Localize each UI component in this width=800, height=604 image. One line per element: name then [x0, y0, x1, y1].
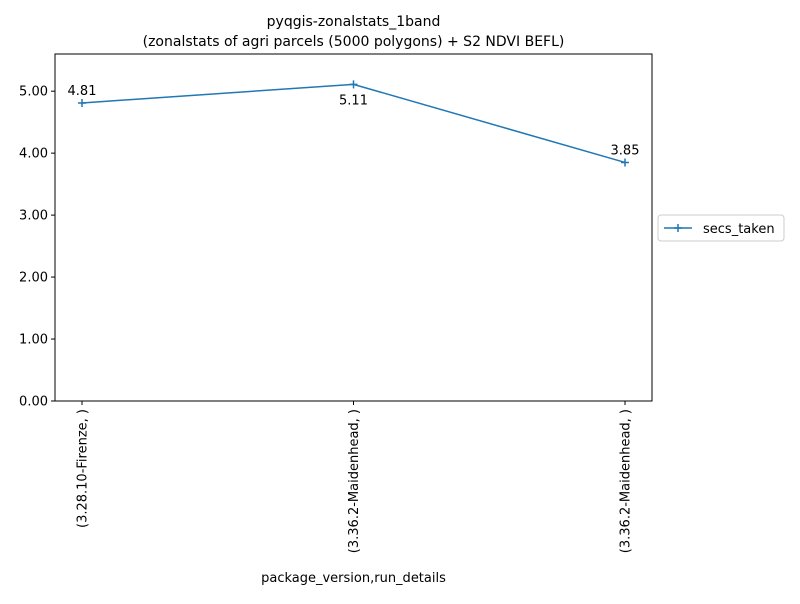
legend-box: [657, 214, 785, 242]
y-tick-label: 3.00: [19, 209, 48, 224]
x-tick-label: (3.28.10-Firenze, ): [76, 409, 91, 528]
data-label: 5.11: [339, 93, 368, 108]
y-tick-label: 0.00: [19, 395, 48, 410]
x-axis-label: package_version,run_details: [261, 571, 446, 586]
legend-label: secs_taken: [703, 222, 775, 237]
data-point-marker: [78, 98, 86, 107]
x-tick-label: (3.36.2-Maidenhead, ): [347, 409, 362, 553]
plot-frame: [54, 53, 653, 402]
data-label: 4.81: [68, 84, 97, 99]
y-tick-label: 2.00: [19, 271, 48, 286]
chart-title-line2: (zonalstats of agri parcels (5000 polygo…: [143, 34, 565, 50]
x-tick-label: (3.36.2-Maidenhead, ): [619, 409, 634, 553]
data-point-marker: [349, 80, 358, 89]
y-tick-label: 5.00: [19, 85, 48, 100]
plot-area: 0.00 1.00 2.00 3.00 4.00 5.00 (3.28.10-Firenze…: [19, 80, 639, 553]
y-tick-label: 4.00: [19, 147, 48, 162]
legend: secs_taken: [657, 214, 785, 242]
data-label: 3.85: [611, 143, 640, 158]
data-point-marker: [621, 158, 629, 167]
y-tick-label: 1.00: [19, 333, 48, 348]
chart-title-line1: pyqgis-zonalstats_1band: [267, 14, 441, 30]
